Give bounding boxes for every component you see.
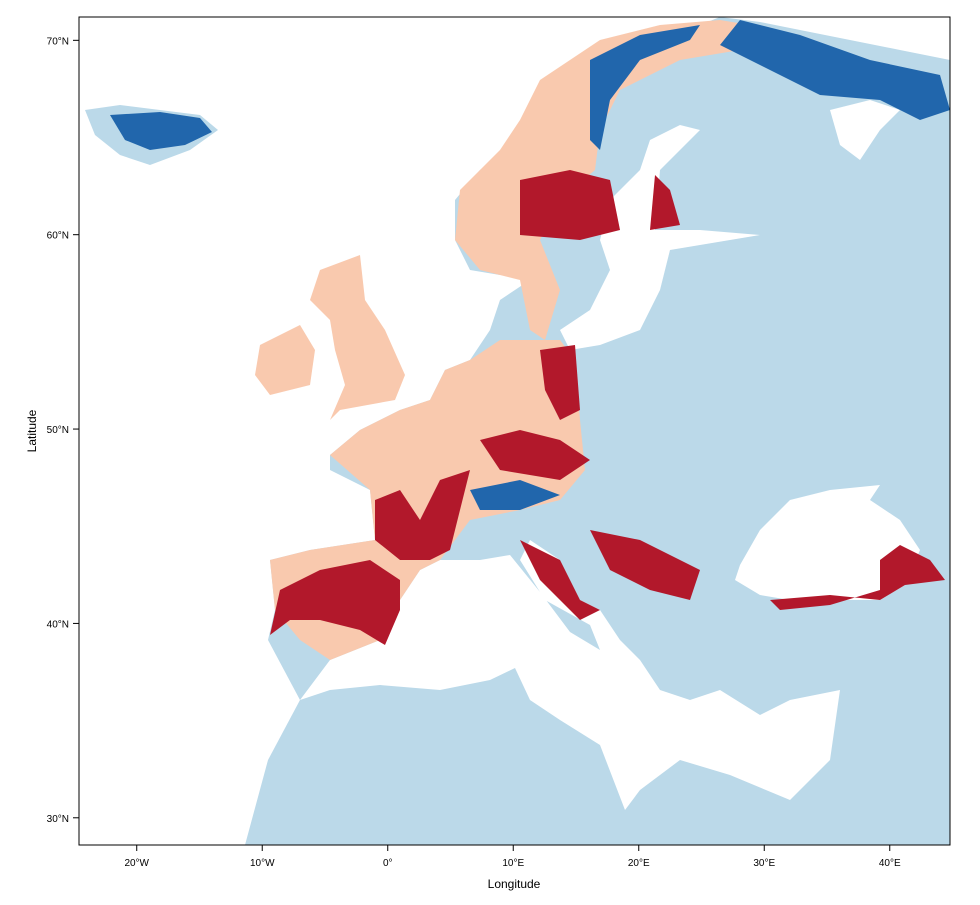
region-sweden <box>520 170 620 240</box>
region-italy <box>520 540 600 620</box>
x-tick-label: 10°W <box>250 858 275 869</box>
baltic-sea <box>560 125 760 350</box>
black-sea <box>735 485 920 600</box>
region-kola <box>720 20 950 120</box>
x-tick-label: 20°W <box>124 858 149 869</box>
region-britain <box>310 255 405 420</box>
atlantic-ocean <box>79 17 720 845</box>
x-tick-label: 10°E <box>502 858 524 869</box>
region-iberia <box>270 560 400 645</box>
region-turkey-north <box>770 545 945 610</box>
region-balkans <box>590 530 700 600</box>
region-alps <box>470 480 560 510</box>
region-germany-south <box>480 430 590 480</box>
y-axis: 30°N 40°N 50°N 60°N 70°N <box>47 36 79 825</box>
region-scandinavia <box>455 20 800 340</box>
x-tick-label: 40°E <box>879 858 901 869</box>
y-axis-label: Latitude <box>25 409 39 452</box>
x-tick-label: 0° <box>383 858 393 869</box>
x-axis: 20°W 10°W 0° 10°E 20°E 30°E 40°E <box>124 845 901 869</box>
x-tick-label: 30°E <box>753 858 775 869</box>
x-tick-label: 20°E <box>628 858 650 869</box>
region-norway-mountains <box>590 25 700 150</box>
mediterranean-sea <box>300 540 840 810</box>
region-finland <box>650 175 680 230</box>
arctic-ocean <box>720 17 950 60</box>
y-tick-label: 40°N <box>47 619 69 630</box>
y-tick-label: 50°N <box>47 425 69 436</box>
region-iceland <box>110 112 212 150</box>
plot-frame <box>78 16 951 846</box>
region-france-south <box>375 470 470 560</box>
region-ireland <box>255 325 315 395</box>
white-sea <box>830 100 900 160</box>
y-tick-label: 30°N <box>47 814 69 825</box>
region-poland <box>540 345 580 420</box>
map-panel <box>79 17 950 845</box>
x-axis-label: Longitude <box>488 877 541 891</box>
y-tick-label: 70°N <box>47 36 69 47</box>
y-tick-label: 60°N <box>47 231 69 242</box>
